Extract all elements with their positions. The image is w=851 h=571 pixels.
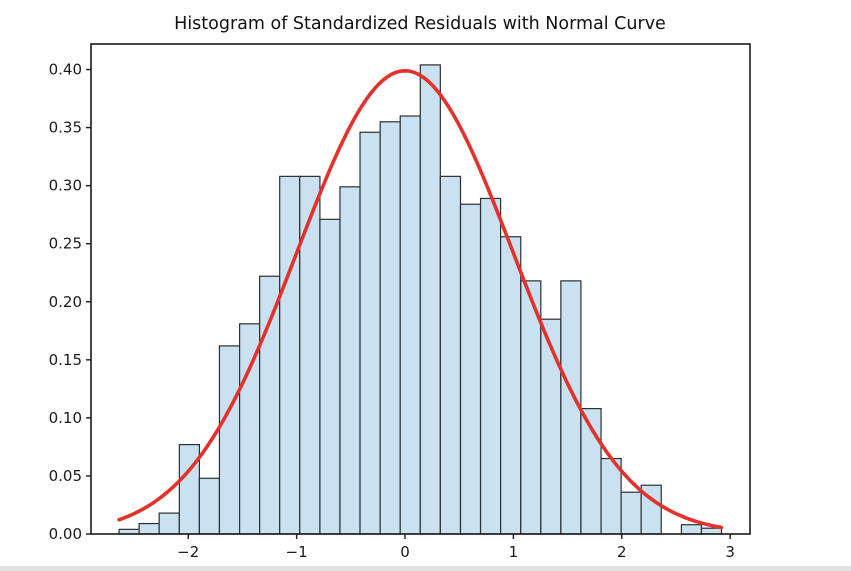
y-axis-tick-label: 0.10 bbox=[49, 409, 82, 427]
histogram-bars-layer bbox=[118, 64, 723, 535]
histogram-bar bbox=[399, 115, 421, 535]
x-axis-tick-label: 2 bbox=[617, 543, 627, 561]
histogram-bar bbox=[218, 345, 241, 535]
histogram-bar bbox=[319, 218, 341, 535]
y-axis-tick-label: 0.05 bbox=[49, 467, 82, 485]
x-axis-tick-label: 3 bbox=[725, 543, 735, 561]
histogram-bar bbox=[620, 491, 642, 535]
histogram-bar bbox=[479, 197, 502, 535]
histogram-bar bbox=[600, 457, 622, 535]
histogram-bar bbox=[138, 522, 160, 535]
y-axis-tick-label: 0.40 bbox=[49, 61, 82, 79]
normal-curve-line bbox=[117, 68, 724, 530]
histogram-bar bbox=[178, 443, 200, 535]
histogram-bar bbox=[379, 121, 401, 535]
x-axis-tick-label: 0 bbox=[400, 543, 410, 561]
y-axis-tick-label: 0.35 bbox=[49, 119, 82, 137]
histogram-bar bbox=[459, 203, 482, 535]
axes-layer: −2 −1 0 1 2 3 0.00 0.05 0.10 0.15 0.20 0.25 0.30 0.35… bbox=[49, 43, 751, 561]
y-axis-tick-label: 0.30 bbox=[49, 177, 82, 195]
histogram-bar bbox=[259, 275, 281, 535]
x-axis-tick-label: −2 bbox=[177, 543, 199, 561]
y-axis-tick-label: 0.20 bbox=[49, 293, 82, 311]
chart-title: Histogram of Standardized Residuals with… bbox=[174, 14, 666, 34]
histogram-bar bbox=[158, 512, 180, 535]
histogram-bar bbox=[680, 524, 703, 535]
histogram-bar bbox=[540, 318, 562, 535]
histogram-bar bbox=[279, 175, 301, 535]
histogram-bar bbox=[700, 527, 723, 535]
plot-frame bbox=[90, 43, 751, 535]
histogram-bar bbox=[500, 236, 522, 535]
histogram-bar bbox=[198, 477, 221, 535]
x-axis-tick-label: −1 bbox=[286, 543, 308, 561]
x-axis-tick-label: 1 bbox=[509, 543, 519, 561]
y-axis-tick-label: 0.25 bbox=[49, 235, 82, 253]
normal-curve-layer bbox=[117, 68, 724, 530]
histogram-bar bbox=[419, 64, 441, 535]
bottom-edge-strip bbox=[0, 566, 851, 571]
histogram-bar bbox=[439, 175, 462, 535]
histogram-bar bbox=[359, 131, 381, 535]
y-axis-tick-label: 0.15 bbox=[49, 351, 82, 369]
histogram-bar bbox=[299, 175, 321, 535]
y-axis-tick-label: 0.00 bbox=[49, 525, 82, 543]
histogram-bar bbox=[339, 186, 361, 535]
